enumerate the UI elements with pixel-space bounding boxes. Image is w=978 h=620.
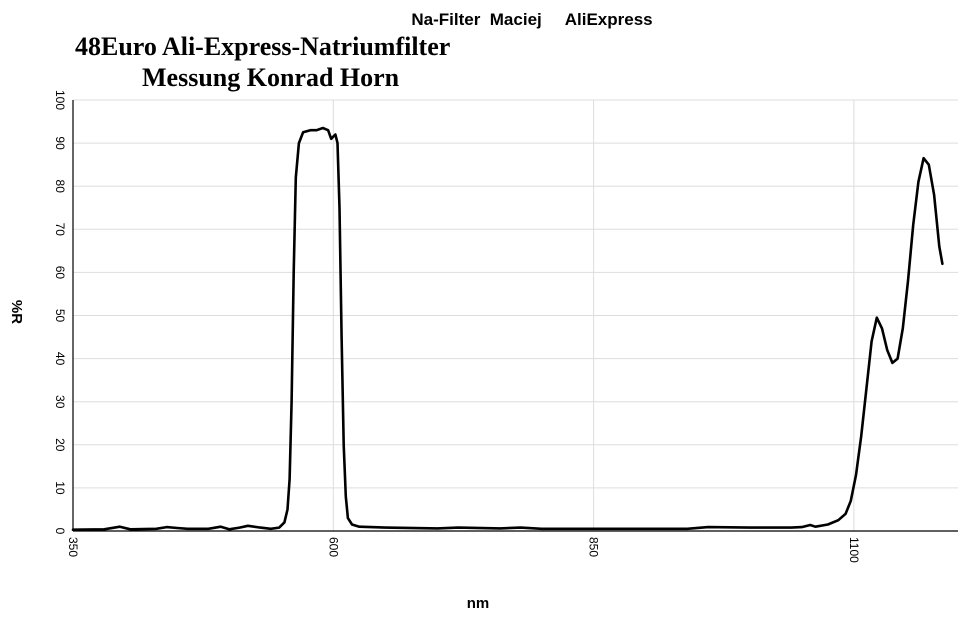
y-tick-label: 80 <box>53 180 67 194</box>
y-axis-label: %R <box>8 300 25 324</box>
y-tick-label: 50 <box>53 309 67 323</box>
y-tick-label: 30 <box>53 395 67 409</box>
tick-labels: 0 10 20 30 40 50 60 70 80 90 100 350 600 850 1100 <box>53 90 861 563</box>
axes <box>72 100 958 532</box>
x-tick-label: 600 <box>326 537 340 557</box>
x-tick-label: 1100 <box>847 537 861 563</box>
y-tick-label: 60 <box>53 266 67 280</box>
chart-subtitle-line-1: 48Euro Ali-Express-Natriumfilter <box>75 32 450 61</box>
y-tick-label: 90 <box>53 136 67 150</box>
y-tick-label: 10 <box>53 481 67 495</box>
chart-title: Na-Filter Maciej AliExpress <box>411 10 652 29</box>
chart-subtitle-line-2: Messung Konrad Horn <box>142 63 400 92</box>
y-tick-label: 70 <box>53 223 67 237</box>
y-tick-label: 0 <box>53 528 67 535</box>
series <box>71 126 944 531</box>
series-line <box>71 126 944 531</box>
x-axis-label: nm <box>467 595 490 612</box>
y-tick-label: 40 <box>53 352 67 366</box>
x-tick-label: 850 <box>587 537 601 557</box>
y-tick-label: 20 <box>53 438 67 452</box>
y-tick-label: 100 <box>53 90 67 110</box>
x-tick-label: 350 <box>66 537 80 557</box>
grid <box>73 99 958 531</box>
